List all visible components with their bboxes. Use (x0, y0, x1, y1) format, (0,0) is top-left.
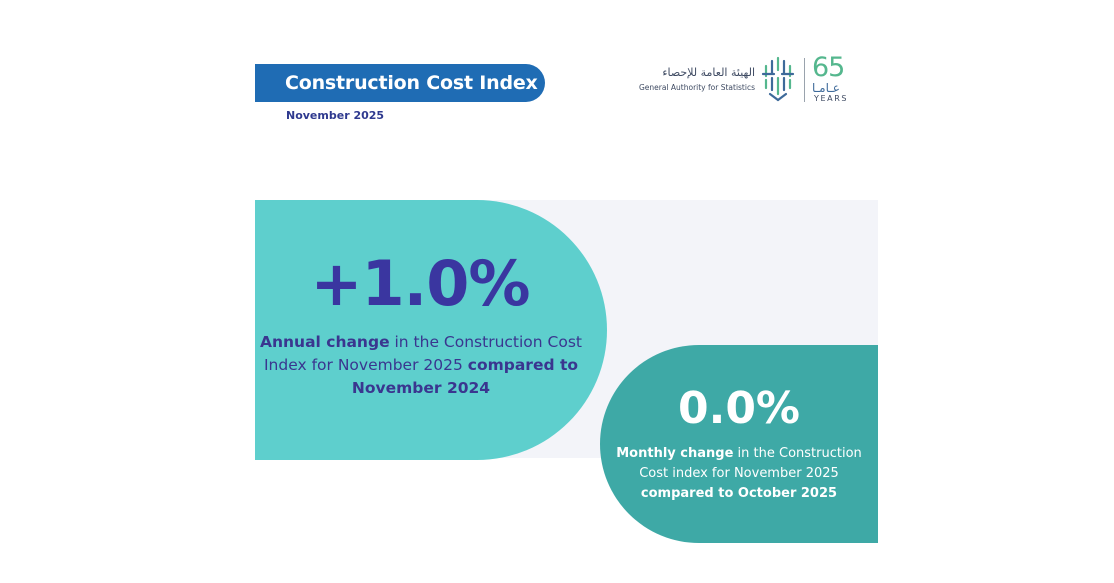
anniversary-arabic: عـامـا (812, 81, 840, 95)
annual-desc-end: compared to November 2024 (351, 356, 579, 397)
logo-separator (804, 58, 805, 102)
annual-change-value: +1.0% (310, 247, 531, 320)
monthly-desc-end: compared to October 2025 (640, 486, 838, 501)
monthly-change-description: Monthly change in the Construction Cost … (600, 444, 878, 504)
logo-mark-icon (761, 56, 795, 102)
monthly-change-value: 0.0% (677, 383, 801, 434)
anniversary-years: YEARS (814, 94, 849, 103)
title-banner: Construction Cost Index (255, 64, 545, 102)
logo-english-name: General Authority for Statistics (638, 83, 755, 92)
monthly-desc-bold: Monthly change (616, 446, 734, 461)
monthly-desc-mid: in the Construction Cost index for Novem… (639, 446, 862, 481)
logo-arabic-name: الهيئة العامة للإحصاء (662, 66, 755, 79)
anniversary-number: 65 (812, 52, 845, 83)
annual-change-card: +1.0% Annual change in the Construction … (255, 200, 607, 460)
annual-desc-mid: in the Construction Cost Index for Novem… (263, 333, 583, 374)
annual-change-description: Annual change in the Construction Cost I… (255, 331, 587, 400)
monthly-change-card: 0.0% Monthly change in the Construction … (600, 345, 878, 543)
page-title: Construction Cost Index (285, 72, 538, 94)
report-date: November 2025 (286, 109, 385, 122)
annual-desc-bold: Annual change (259, 333, 390, 351)
gastat-logo: الهيئة العامة للإحصاء General Authority … (638, 52, 860, 106)
